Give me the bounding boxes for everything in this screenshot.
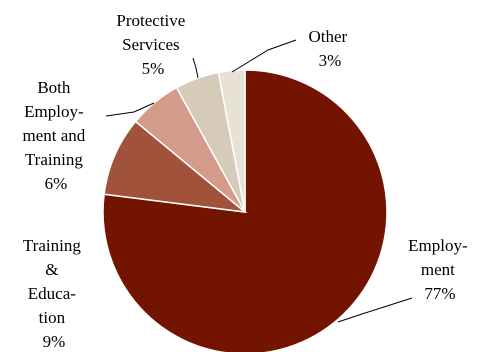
- leader-line-employment: [337, 297, 413, 323]
- leader-line-other: [231, 39, 297, 73]
- label-both-line: ment and: [22, 126, 85, 145]
- label-protective-line: 5%: [142, 59, 165, 78]
- label-training-line: tion: [39, 308, 66, 327]
- label-both-line: Employ-: [24, 102, 84, 121]
- label-training-line: Educa-: [28, 284, 76, 303]
- leader-line-protective: [192, 57, 199, 79]
- label-both-line: Both: [37, 78, 71, 97]
- label-employment-line: 77%: [424, 284, 455, 303]
- label-protective: Protective Services 5%: [116, 11, 189, 78]
- label-protective-line: Services: [122, 35, 180, 54]
- label-training: Training & Educa- tion 9%: [23, 236, 85, 351]
- pie-slice-other: [217, 69, 246, 213]
- label-other-line: Other: [309, 27, 348, 46]
- leader-line-both: [105, 102, 155, 117]
- label-both-line: 6%: [45, 174, 68, 193]
- label-employment-line: Employ-: [408, 236, 468, 255]
- label-both-line: Training: [25, 150, 83, 169]
- label-employment: Employ- ment 77%: [408, 236, 472, 303]
- pie-slices: [102, 69, 388, 352]
- pie-slice-employment: [102, 69, 388, 352]
- label-training-line: &: [45, 260, 58, 279]
- pie-slice-training: [103, 120, 248, 214]
- label-other: Other 3%: [309, 27, 352, 70]
- label-protective-line: Protective: [116, 11, 185, 30]
- label-other-line: 3%: [319, 51, 342, 70]
- label-both: Both Employ- ment and Training 6%: [22, 78, 89, 193]
- label-training-line: 9%: [43, 332, 66, 351]
- label-employment-line: ment: [421, 260, 455, 279]
- label-training-line: Training: [23, 236, 81, 255]
